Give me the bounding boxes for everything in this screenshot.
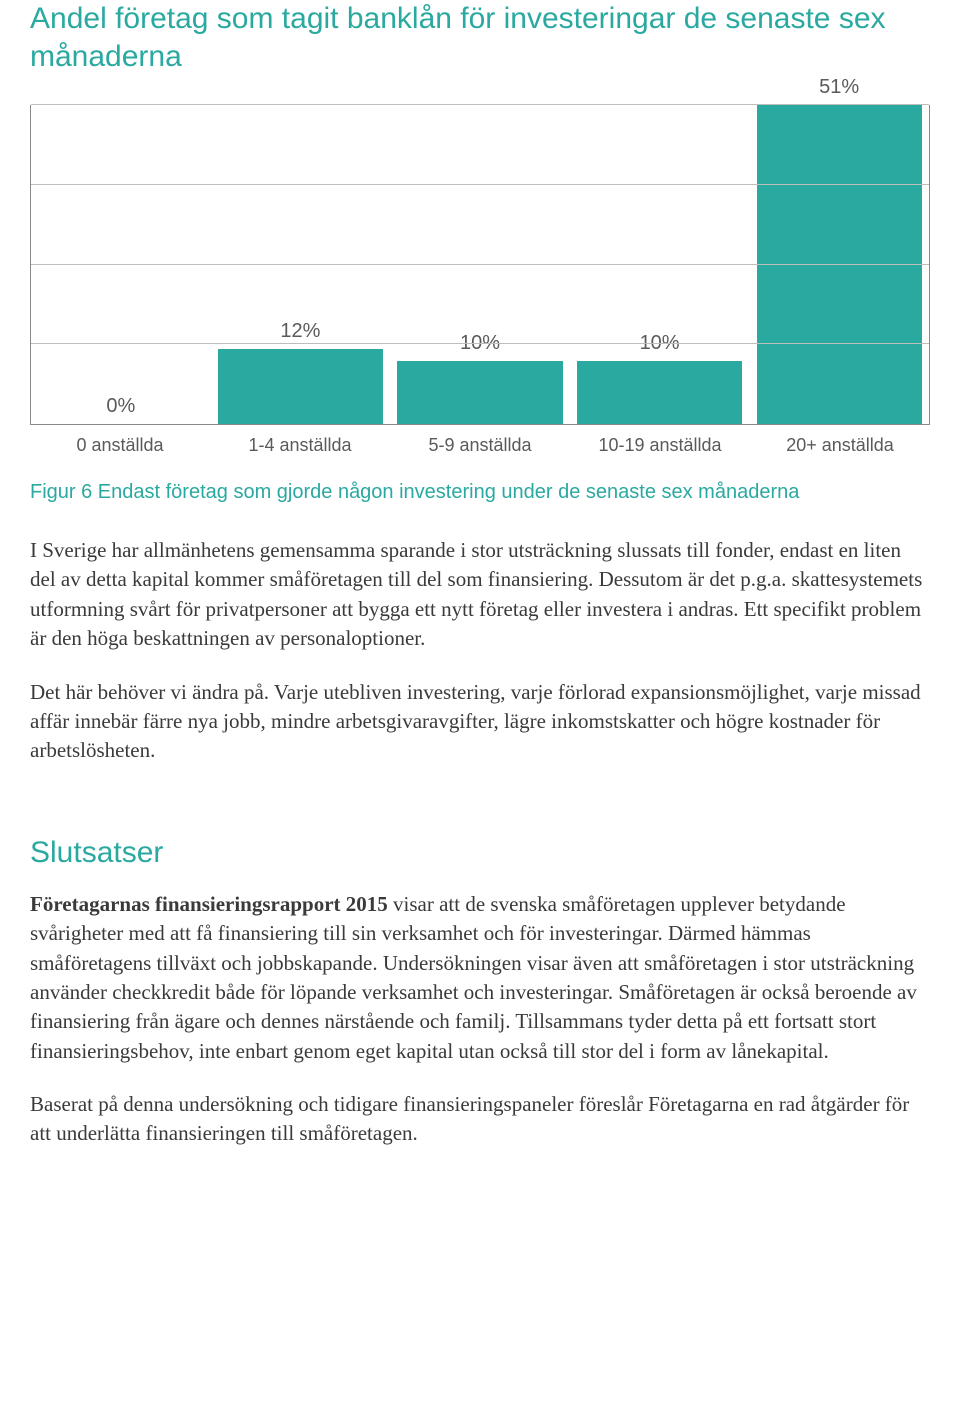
chart-plot-area: 0%12%10%10%51% [30,105,930,425]
section-heading: Slutsatser [30,836,930,870]
bar-cell: 10% [570,105,750,424]
bar [218,349,383,424]
body-paragraph-2: Det här behöver vi ändra på. Varje utebl… [30,678,930,766]
bar-value-label: 51% [749,76,929,99]
bar-value-label: 0% [31,395,211,418]
bar-value-label: 12% [211,320,391,343]
chart-bars: 0%12%10%10%51% [31,105,929,424]
x-axis-label: 5-9 anställda [390,425,570,465]
section-para1-rest: visar att de svenska småföretagen upplev… [30,892,917,1063]
section-paragraph-2: Baserat på denna undersökning och tidiga… [30,1090,930,1149]
section-para1-bold: Företagarnas finansieringsrapport 2015 [30,892,388,916]
chart-title: Andel företag som tagit banklån för inve… [30,0,930,75]
bar-chart: 0%12%10%10%51% 0 anställda1-4 anställda5… [30,105,930,465]
bar [577,361,742,424]
section-paragraph-1: Företagarnas finansieringsrapport 2015 v… [30,890,930,1066]
x-axis-label: 1-4 anställda [210,425,390,465]
x-axis-label: 10-19 anställda [570,425,750,465]
chart-x-axis: 0 anställda1-4 anställda5-9 anställda10-… [30,425,930,465]
bar-cell: 0% [31,105,211,424]
bar [757,105,922,424]
x-axis-label: 20+ anställda [750,425,930,465]
chart-caption: Figur 6 Endast företag som gjorde någon … [30,481,930,504]
body-paragraph-1: I Sverige har allmänhetens gemensamma sp… [30,536,930,654]
bar-cell: 12% [211,105,391,424]
x-axis-label: 0 anställda [30,425,210,465]
bar-cell: 10% [390,105,570,424]
bar-cell: 51% [749,105,929,424]
bar [397,361,562,424]
